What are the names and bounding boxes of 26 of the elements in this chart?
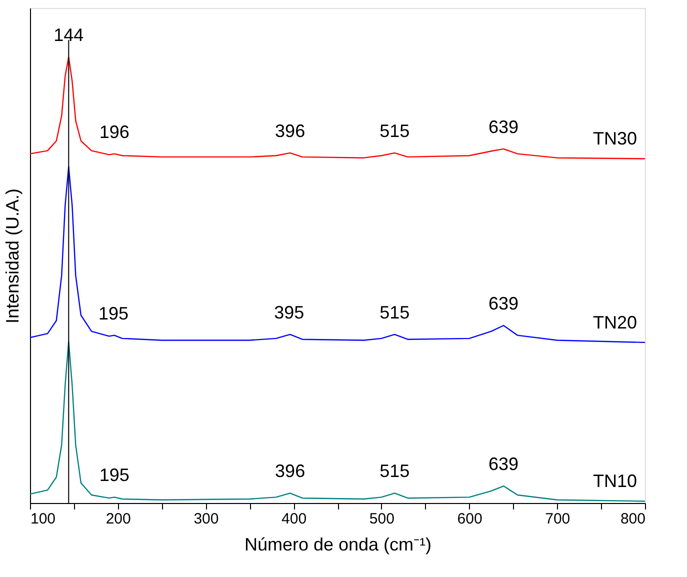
annotation: 396 (275, 461, 306, 482)
x-tick-label: 500 (369, 510, 394, 528)
annotation: 196 (99, 122, 130, 142)
annotation: 144 (54, 25, 84, 46)
series-label: TN10 (592, 471, 637, 492)
annotation: 515 (380, 120, 410, 141)
x-tick-label: 200 (106, 510, 131, 528)
annotation: 195 (98, 303, 128, 324)
x-tick-label: 700 (545, 510, 570, 528)
series-label: TN30 (592, 128, 637, 149)
x-tick-label: 800 (620, 510, 646, 528)
annotation: 639 (488, 294, 519, 314)
x-axis-title: Número de onda (cm⁻¹) (244, 534, 432, 554)
annotation: 515 (380, 302, 410, 322)
x-tick-label: 600 (457, 510, 482, 528)
annotation: 195 (99, 465, 130, 486)
x-tick-label: 100 (30, 510, 56, 528)
x-tick-label: 300 (194, 510, 219, 528)
annotation: 395 (274, 302, 304, 322)
series-label: TN20 (592, 312, 637, 332)
x-tick-label: 400 (282, 510, 307, 528)
y-axis-title: Intensidad (U.A.) (2, 188, 22, 324)
annotation: 515 (380, 461, 410, 482)
annotation: 396 (275, 120, 306, 141)
annotation: 639 (488, 116, 519, 137)
annotation: 639 (488, 454, 519, 474)
